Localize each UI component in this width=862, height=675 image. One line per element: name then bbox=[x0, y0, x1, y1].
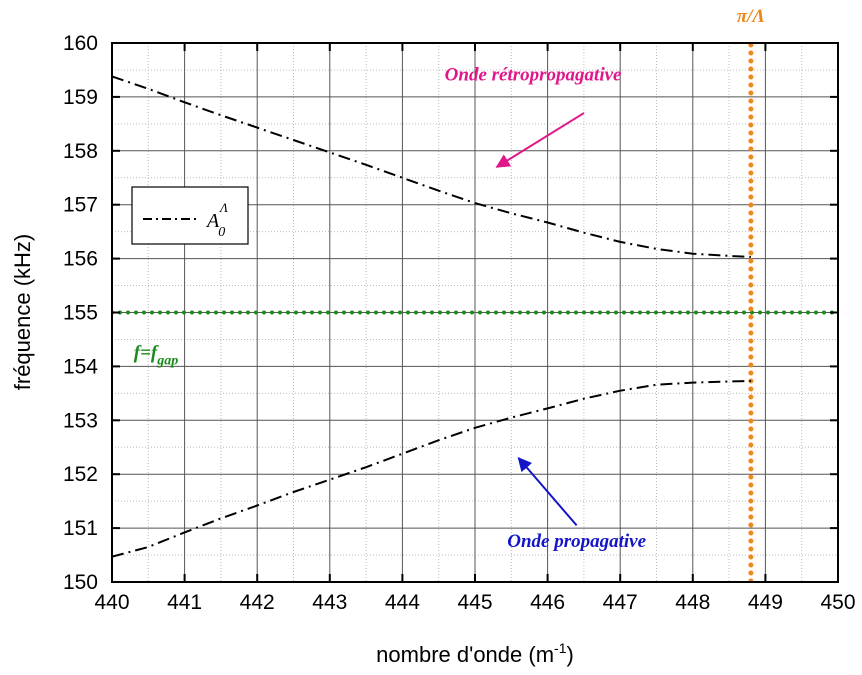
series-line-lower-branch bbox=[112, 380, 751, 558]
x-tick-label: 445 bbox=[457, 591, 492, 614]
x-tick-label: 442 bbox=[240, 591, 275, 614]
series-line-upper-branch bbox=[112, 75, 751, 258]
y-tick-label: 159 bbox=[63, 86, 98, 109]
x-tick-label: 449 bbox=[748, 591, 783, 614]
annotation-pi-over-lambda: π/Λ bbox=[737, 6, 765, 27]
x-axis-label: nombre d'onde (m-1) bbox=[376, 640, 574, 667]
y-tick-label: 160 bbox=[63, 32, 98, 55]
series-lines bbox=[112, 75, 751, 558]
x-tick-label: 446 bbox=[530, 591, 565, 614]
y-tick-label: 153 bbox=[63, 409, 98, 432]
x-tick-label: 448 bbox=[675, 591, 710, 614]
annotation-fgap: f=fgap bbox=[134, 342, 178, 368]
axis-ticks bbox=[111, 42, 839, 583]
annotation-propagative: Onde propagative bbox=[507, 531, 646, 552]
legend: A0 Λ bbox=[131, 186, 249, 245]
x-tick-label: 444 bbox=[385, 591, 420, 614]
y-tick-label: 156 bbox=[63, 248, 98, 271]
y-tick-label: 154 bbox=[63, 355, 98, 378]
y-tick-label: 158 bbox=[63, 140, 98, 163]
legend-box bbox=[131, 186, 249, 245]
y-tick-label: 152 bbox=[63, 463, 98, 486]
reference-lines bbox=[112, 43, 838, 582]
x-tick-label: 443 bbox=[312, 591, 347, 614]
y-tick-label: 151 bbox=[63, 517, 98, 540]
x-tick-label: 441 bbox=[167, 591, 202, 614]
annotation-retropropagative: Onde rétropropagative bbox=[445, 65, 622, 86]
y-tick-label: 155 bbox=[63, 302, 98, 325]
x-tick-label: 447 bbox=[603, 591, 638, 614]
y-tick-label: 157 bbox=[63, 194, 98, 217]
arrow-retropropagative bbox=[495, 112, 585, 168]
y-axis-label: fréquence (kHz) bbox=[10, 234, 35, 391]
legend-label-sup: Λ bbox=[218, 200, 228, 215]
arrow-propagative bbox=[517, 456, 578, 527]
annotations: Onde rétropropagative Onde propagative f… bbox=[134, 6, 765, 552]
legend-label: A0 bbox=[205, 210, 225, 240]
y-tick-label: 150 bbox=[63, 571, 98, 594]
x-tick-label: 450 bbox=[820, 591, 855, 614]
x-tick-label: 440 bbox=[94, 591, 129, 614]
tick-labels: 440 441 442 443 444 445 446 447 448 449 450 150 151 1… bbox=[63, 32, 856, 614]
